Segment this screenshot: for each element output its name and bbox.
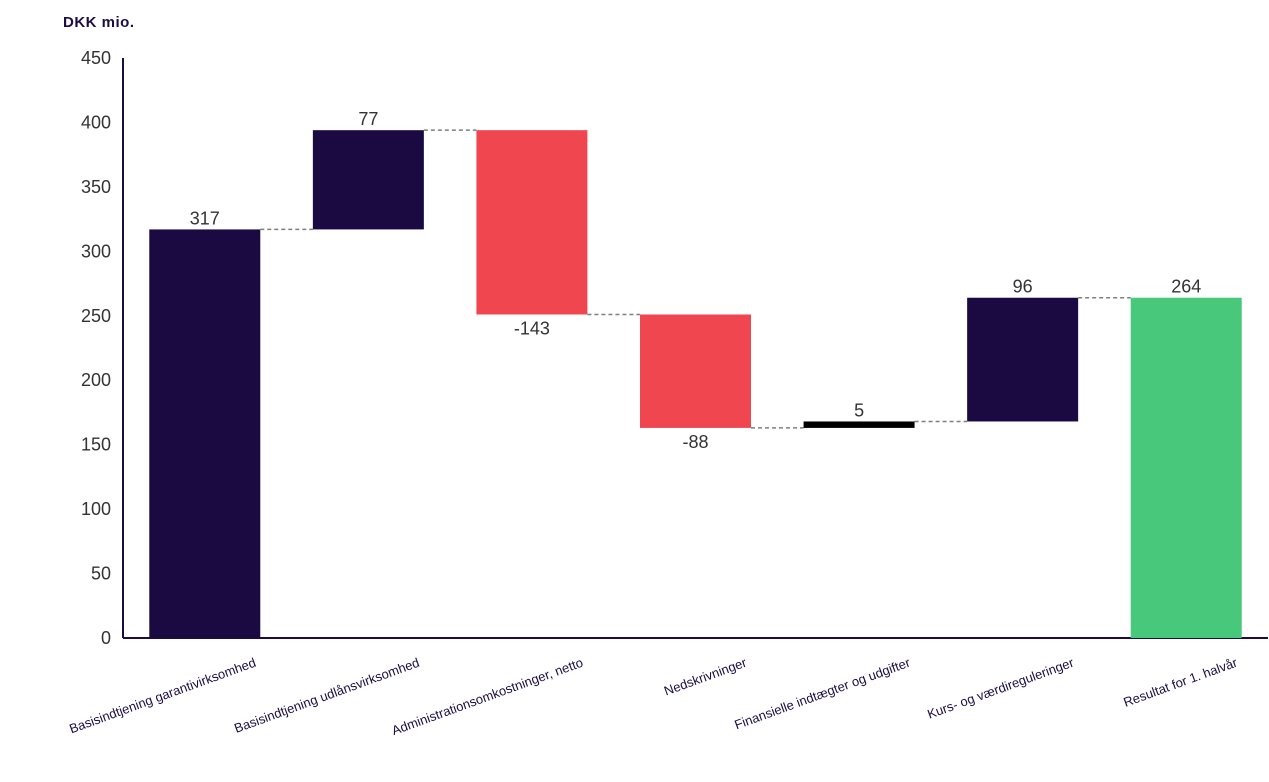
y-tick-label: 400 xyxy=(81,112,111,132)
y-tick-label: 200 xyxy=(81,370,111,390)
y-axis-unit-label: DKK mio. xyxy=(63,14,135,31)
bar xyxy=(312,130,424,230)
bar xyxy=(1130,297,1242,638)
data-label: -88 xyxy=(682,432,708,452)
data-label: 5 xyxy=(854,400,864,420)
y-tick-label: 0 xyxy=(101,628,111,648)
x-category-label: Basisindtjening garantivirksomhed xyxy=(67,655,258,737)
bar xyxy=(149,229,261,638)
y-tick-label: 150 xyxy=(81,435,111,455)
y-tick-label: 250 xyxy=(81,306,111,326)
data-label: 317 xyxy=(190,208,220,228)
bar xyxy=(476,130,588,315)
data-label: 77 xyxy=(358,109,378,129)
y-tick-label: 300 xyxy=(81,241,111,261)
y-tick-label: 100 xyxy=(81,499,111,519)
x-category-label: Finansielle indtægter og udgifter xyxy=(732,654,912,732)
x-category-label: Kurs- og værdireguleringer xyxy=(925,654,1076,721)
bar xyxy=(640,314,751,428)
x-category-label: Resultat for 1. halvår xyxy=(1121,654,1239,709)
data-label: -143 xyxy=(514,318,550,338)
y-tick-label: 450 xyxy=(81,48,111,68)
y-tick-label: 50 xyxy=(91,564,111,584)
data-label: 96 xyxy=(1013,277,1033,297)
bar xyxy=(803,421,915,428)
bar xyxy=(967,297,1079,422)
y-tick-label: 350 xyxy=(81,177,111,197)
x-category-label: Nedskrivninger xyxy=(662,654,749,698)
data-label: 264 xyxy=(1171,277,1201,297)
